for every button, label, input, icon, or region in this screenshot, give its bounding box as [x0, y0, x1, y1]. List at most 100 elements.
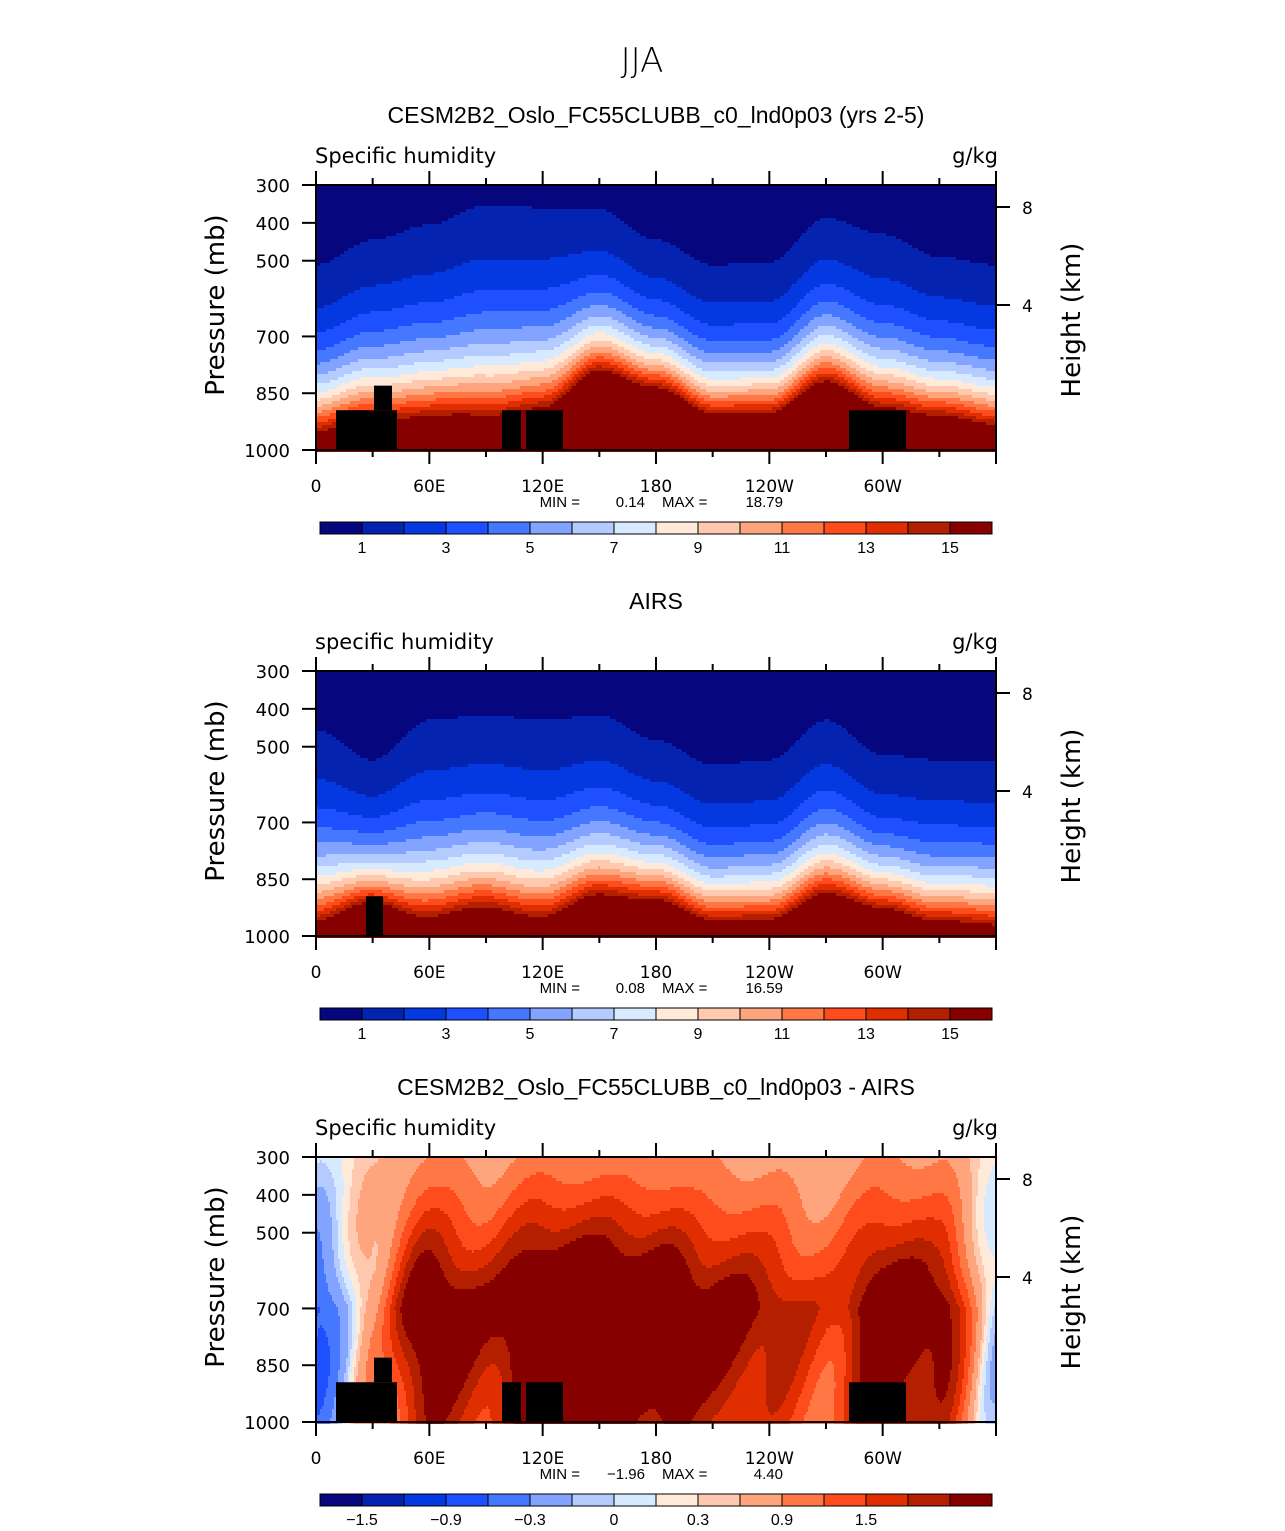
contour-cell: [800, 737, 856, 740]
contour-cell: [320, 1235, 332, 1238]
contour-cell: [350, 1352, 354, 1355]
contour-cell: [670, 302, 798, 305]
contour-cell: [326, 347, 358, 350]
contour-cell: [396, 1313, 402, 1316]
contour-cell: [510, 1193, 706, 1196]
contour-cell: [990, 1175, 996, 1178]
contour-cell: [478, 1415, 490, 1418]
contour-cell: [698, 902, 780, 905]
contour-cell: [510, 905, 558, 908]
contour-cell: [348, 1316, 352, 1319]
contour-cell: [840, 380, 848, 383]
contour-cell: [856, 1277, 872, 1280]
contour-cell: [342, 1238, 348, 1241]
contour-cell: [834, 1415, 844, 1418]
contour-cell: [410, 227, 632, 230]
contour-cell: [390, 749, 682, 752]
contour-cell: [834, 1397, 844, 1400]
contour-cell: [948, 1160, 970, 1163]
contour-cell: [836, 344, 852, 347]
contour-cell: [560, 344, 574, 347]
contour-cell: [912, 1166, 924, 1169]
contour-cell: [366, 1172, 414, 1175]
contour-cell: [976, 1256, 982, 1259]
colorbar-label: 0.3: [687, 1512, 709, 1529]
contour-cell: [368, 1295, 380, 1298]
contour-cell: [398, 1337, 408, 1340]
contour-cell: [786, 866, 798, 869]
contour-cell: [316, 1202, 330, 1205]
contour-cell: [404, 1196, 418, 1199]
contour-cell: [576, 1238, 610, 1241]
contour-cell: [634, 368, 648, 371]
contour-cell: [812, 725, 842, 728]
contour-cell: [768, 1274, 788, 1277]
contour-cell: [322, 1244, 332, 1247]
contour-cell: [346, 1364, 350, 1367]
contour-cell: [628, 896, 668, 899]
contour-cell: [316, 362, 320, 365]
contour-cell: [950, 1373, 958, 1376]
contour-cell: [410, 416, 958, 419]
contour-cell: [856, 845, 890, 848]
contour-cell: [648, 377, 670, 380]
contour-cell: [808, 383, 814, 386]
contour-cell: [342, 1175, 352, 1178]
contour-cell: [986, 1418, 996, 1421]
contour-cell: [682, 1229, 704, 1232]
contour-cell: [446, 797, 526, 800]
contour-cell: [490, 1364, 496, 1367]
contour-cell: [324, 1400, 334, 1403]
contour-cell: [360, 1289, 368, 1292]
contour-cell: [520, 404, 550, 407]
contour-cell: [316, 1238, 320, 1241]
contour-cell: [834, 1391, 844, 1394]
contour-cell: [360, 1319, 364, 1322]
contour-cell: [540, 383, 558, 386]
contour-cell: [680, 362, 692, 365]
contour-cell: [316, 230, 404, 233]
contour-cell: [706, 1265, 712, 1268]
contour-cell: [424, 1397, 458, 1400]
contour-cell: [712, 1265, 764, 1268]
contour-cell: [850, 1295, 862, 1298]
contour-cell: [912, 896, 964, 899]
contour-cell: [356, 1361, 358, 1364]
contour-cell: [916, 1361, 934, 1364]
contour-cell: [798, 1190, 842, 1193]
contour-cell: [788, 887, 796, 890]
contour-cell: [638, 1418, 662, 1421]
contour-cell: [646, 350, 674, 353]
contour-cell: [926, 389, 972, 392]
colorbar-label: −0.3: [514, 1512, 546, 1529]
contour-cell: [982, 1382, 986, 1385]
contour-cell: [568, 347, 580, 350]
contour-cell: [786, 908, 792, 911]
contour-cell: [974, 1250, 980, 1253]
contour-cell: [984, 1328, 988, 1331]
contour-cell: [394, 1385, 404, 1388]
contour-cell: [316, 1220, 332, 1223]
contour-cell: [982, 1334, 984, 1337]
contour-cell: [636, 269, 808, 272]
contour-cell: [406, 851, 570, 854]
contour-cell: [702, 887, 772, 890]
contour-cell: [504, 1223, 526, 1226]
contour-cell: [376, 1262, 388, 1265]
contour-cell: [792, 377, 798, 380]
contour-cell: [936, 1394, 946, 1397]
contour-cell: [322, 1325, 340, 1328]
contour-cell: [960, 1322, 966, 1325]
contour-cell: [398, 1247, 406, 1250]
contour-cell: [402, 1235, 410, 1238]
contour-cell: [974, 401, 996, 404]
contour-cell: [576, 362, 584, 365]
contour-cell: [666, 371, 676, 374]
contour-cell: [504, 1244, 564, 1247]
contour-cell: [964, 1367, 968, 1370]
contour-cell: [564, 1244, 614, 1247]
y-tick-label: 400: [256, 214, 290, 235]
contour-cell: [546, 389, 558, 392]
contour-cell: [680, 248, 790, 251]
contour-cell: [830, 866, 850, 869]
